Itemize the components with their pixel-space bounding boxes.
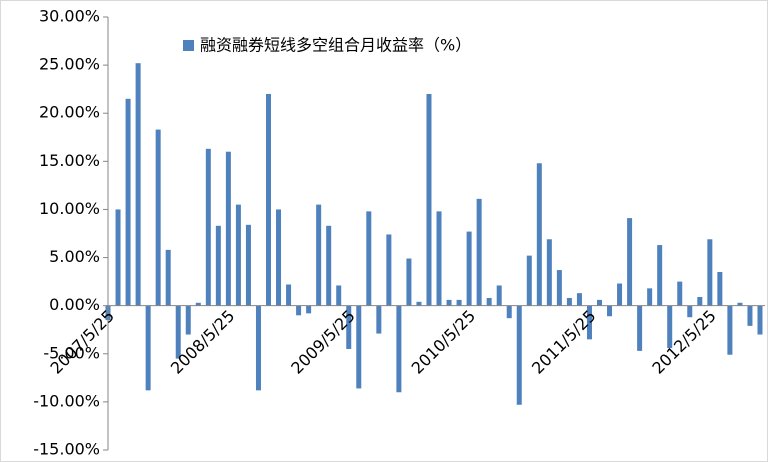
bar (296, 305, 302, 316)
bar (737, 302, 743, 306)
bar (195, 302, 201, 306)
bar (346, 305, 352, 349)
bar (526, 255, 532, 306)
y-tick-label: 15.00% (39, 151, 100, 170)
bar (717, 271, 723, 306)
bar (456, 299, 462, 306)
y-tick-label: 10.00% (39, 199, 100, 218)
y-tick-label: 5.00% (49, 247, 100, 266)
bar (556, 270, 562, 306)
y-tick-label: -5.00% (43, 343, 100, 362)
bar (336, 285, 342, 306)
bar (627, 218, 633, 306)
bar (607, 305, 613, 317)
bar (707, 239, 713, 306)
bar (276, 209, 282, 306)
bar (175, 305, 181, 359)
bar (486, 297, 492, 306)
y-tick-label: -15.00% (33, 440, 100, 459)
bar (235, 204, 241, 306)
legend-label: 融资融券短线多空组合月收益率（%） (200, 36, 471, 55)
bar (266, 93, 271, 306)
y-tick-label: 25.00% (39, 55, 100, 74)
y-tick-label: 30.00% (39, 7, 100, 26)
bar (215, 225, 221, 306)
bar (506, 305, 512, 319)
bar (546, 239, 552, 306)
y-tick-label: 0.00% (49, 295, 100, 314)
bar (637, 305, 643, 351)
y-tick-label: 20.00% (39, 103, 100, 122)
bar (165, 249, 171, 306)
bar (115, 209, 121, 306)
bar (155, 129, 161, 306)
bar (617, 283, 623, 306)
bar (586, 305, 592, 340)
bar (376, 305, 382, 334)
bar (757, 305, 763, 335)
bar (466, 231, 472, 306)
bar (306, 305, 312, 314)
bar (476, 198, 482, 306)
bar (286, 284, 292, 306)
bar (396, 305, 402, 393)
bar (145, 305, 151, 391)
bar (566, 297, 572, 306)
bar (406, 258, 412, 306)
bar (697, 297, 703, 306)
bar (205, 148, 211, 306)
bar (185, 305, 191, 335)
bar (597, 299, 602, 306)
bar (255, 305, 261, 391)
bar (516, 305, 522, 405)
bar (436, 211, 442, 306)
bar (245, 224, 251, 306)
bar (677, 281, 683, 306)
bar (316, 204, 322, 306)
bar (576, 293, 582, 306)
bar (727, 305, 733, 355)
bar (386, 234, 392, 306)
bar (667, 305, 673, 349)
bar (496, 285, 502, 306)
legend-swatch (183, 40, 194, 51)
bar (125, 98, 131, 306)
y-tick-label: -10.00% (33, 391, 100, 410)
bar (647, 288, 653, 306)
bar (366, 211, 372, 306)
bar (326, 225, 332, 306)
bar (135, 63, 141, 306)
bar (657, 245, 663, 306)
bar (426, 93, 432, 306)
bar (536, 163, 542, 306)
bar (356, 305, 362, 389)
bar (747, 305, 753, 326)
bar (416, 301, 422, 306)
bar (687, 305, 693, 318)
bar (446, 299, 452, 306)
bar (225, 151, 231, 306)
